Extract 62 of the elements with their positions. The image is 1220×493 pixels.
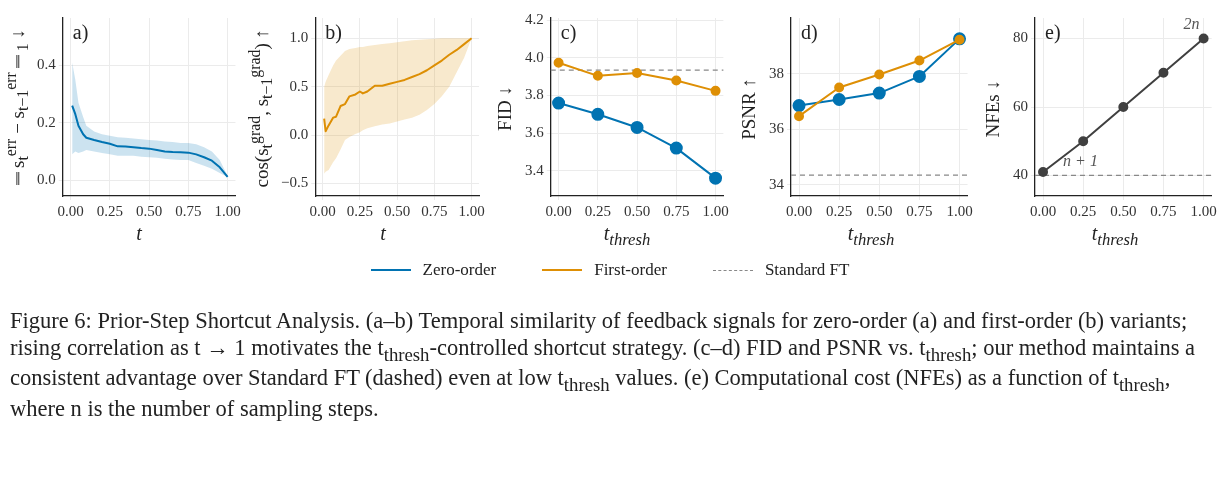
x-tick-label: 0.75 xyxy=(906,202,933,219)
x-tick-label: 0.75 xyxy=(1150,202,1177,219)
annotation: n + 1 xyxy=(1063,151,1098,169)
x-tick-label: 1.00 xyxy=(1190,202,1217,219)
chart-title: e) xyxy=(1045,21,1061,45)
x-tick-label: 0.50 xyxy=(1110,202,1137,219)
chart-title: c) xyxy=(560,21,577,45)
chart-title: b) xyxy=(325,21,342,45)
y-tick-label: 0.4 xyxy=(37,56,57,73)
x-tick-label: 0.50 xyxy=(866,202,893,219)
y-tick-label: 0.5 xyxy=(289,77,309,94)
legend-label: Zero-order xyxy=(422,260,497,280)
x-tick-label: 0.00 xyxy=(309,202,336,219)
x-tick-label: 0.00 xyxy=(545,202,572,219)
x-tick-label: 0.00 xyxy=(57,202,84,219)
x-tick-label: 0.50 xyxy=(384,202,411,219)
y-axis-title: FID ↓ xyxy=(494,86,516,131)
legend-label: First-order xyxy=(594,260,667,280)
x-tick-label: 1.00 xyxy=(214,202,241,219)
x-tick-label: 0.75 xyxy=(663,202,690,219)
y-tick-label: 1.0 xyxy=(289,29,309,46)
y-tick-label: 38 xyxy=(769,64,784,81)
text: Figure 6: Prior-Step Shortcut Analysis. (a–b) Temporal similarity of feedback signals for zero-order (a) and first-order (b) variants; rising correlation as t → 1 motivates the t$_{thresh}$-controlled shortcut strategy. (c–d) FID and PSNR vs. t$_{thresh}$; our method maintains a consistent advantage over Standard FT (dashed) even at low t$_{thresh}$ values. (e) Computational cost (NFEs) as a function of t$_{thresh}$, where n is the number of sampling steps. xyxy=(10,308,1196,421)
y-tick-label: 3.8 xyxy=(525,86,544,103)
y-axis-title: PSNR ↑ xyxy=(738,77,760,140)
x-axis-title: t$_{thresh}$ xyxy=(1090,222,1140,250)
y-tick-label: 3.6 xyxy=(525,124,545,141)
y-tick-label: 4.0 xyxy=(525,48,544,65)
x-tick-label: 0.50 xyxy=(135,202,163,219)
x-tick-label: 0.75 xyxy=(421,202,448,219)
x-axis-title: t xyxy=(135,222,143,245)
x-tick-label: 0.25 xyxy=(346,202,374,219)
y-tick-label: 3.4 xyxy=(525,161,545,178)
x-axis-title: t xyxy=(379,222,387,245)
y-axis-title: NFEs ↓ xyxy=(982,79,1004,138)
x-axis-title: t$_{thresh}$ xyxy=(602,222,652,250)
x-axis-title: t$_{thresh}$ xyxy=(846,222,896,250)
y-tick-label: 34 xyxy=(769,175,785,192)
x-tick-label: 0.00 xyxy=(1029,202,1057,219)
x-tick-label: 0.50 xyxy=(623,202,651,219)
legend-label: Standard FT xyxy=(764,260,850,280)
y-tick-label: 40 xyxy=(1013,166,1028,183)
x-tick-label: 0.25 xyxy=(96,202,123,219)
chart-title: d) xyxy=(801,21,818,45)
x-tick-label: 0.25 xyxy=(584,202,611,219)
x-tick-label: 0.25 xyxy=(826,202,853,219)
y-tick-label: 4.2 xyxy=(525,11,544,28)
y-tick-label: 36 xyxy=(769,120,785,137)
x-tick-label: 1.00 xyxy=(458,202,485,219)
x-tick-label: 1.00 xyxy=(946,202,973,219)
y-tick-label: 0.2 xyxy=(37,113,56,130)
x-tick-label: 0.00 xyxy=(785,202,813,219)
annotation: 2n xyxy=(1183,14,1200,32)
x-tick-label: 0.25 xyxy=(1070,202,1097,219)
y-tick-label: −0.5 xyxy=(280,174,309,191)
y-tick-label: 0.0 xyxy=(37,171,56,188)
x-tick-label: 0.75 xyxy=(175,202,202,219)
y-tick-label: 0.0 xyxy=(289,125,309,142)
y-tick-label: 80 xyxy=(1013,29,1028,46)
y-tick-label: 60 xyxy=(1013,97,1028,114)
x-tick-label: 1.00 xyxy=(702,202,729,219)
chart-title: a) xyxy=(72,21,89,45)
